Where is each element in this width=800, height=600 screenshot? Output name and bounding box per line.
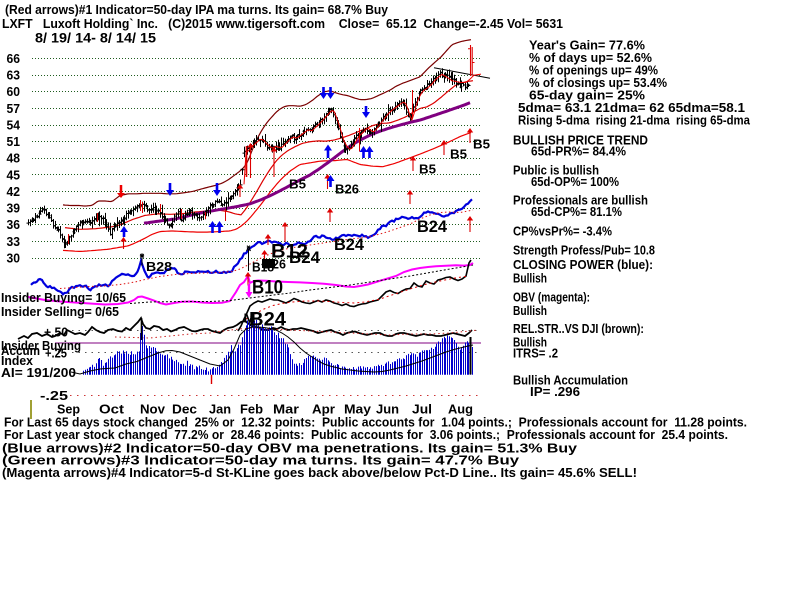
svg-text:42: 42 [7, 184, 21, 199]
svg-text:B5: B5 [419, 161, 436, 176]
svg-text:% of openings up= 49%: % of openings up= 49% [529, 62, 658, 77]
svg-text:Rising 5-dma rising 21-dma r: Rising 5-dma rising 21-dma rising 65-dma [518, 112, 751, 127]
svg-text:LXFT Luxoft Holding` Inc.: LXFT Luxoft Holding` Inc. (C)2015 www.ti… [2, 16, 563, 31]
svg-text:B5: B5 [450, 146, 467, 161]
svg-text:Nov: Nov [140, 401, 166, 416]
svg-text:Bullish Accumulation: Bullish Accumulation [513, 373, 628, 388]
svg-text:B12: B12 [271, 242, 308, 263]
svg-text:Insider Selling= 0/65: Insider Selling= 0/65 [1, 304, 119, 319]
svg-text:-.25: -.25 [40, 388, 68, 403]
svg-text:Oct: Oct [99, 401, 125, 416]
svg-text:33: 33 [7, 234, 21, 249]
svg-text:ITRS= .2: ITRS= .2 [513, 346, 558, 361]
svg-text:May: May [344, 401, 372, 416]
svg-text:65-day gain= 25%: 65-day gain= 25% [529, 87, 645, 102]
svg-text:Index: Index [1, 353, 34, 368]
svg-text:For Last year stock changed 7: For Last year stock changed 77.2% or 28.… [4, 427, 728, 442]
svg-text:Jun: Jun [376, 401, 399, 416]
svg-text:Feb: Feb [240, 401, 263, 416]
svg-text:% of days up= 52.6%: % of days up= 52.6% [529, 50, 652, 65]
svg-text:45: 45 [7, 167, 21, 182]
svg-text:Bullish: Bullish [513, 334, 547, 349]
svg-text:+.50: +.50 [44, 324, 68, 339]
svg-text:CP%vsPr%= -3.4%: CP%vsPr%= -3.4% [513, 223, 612, 238]
svg-text:B24: B24 [334, 235, 365, 254]
svg-text:Jul: Jul [412, 401, 432, 416]
svg-text:REL.STR..VS DJI (brown):: REL.STR..VS DJI (brown): [513, 321, 644, 336]
svg-text:B26: B26 [263, 256, 286, 271]
svg-text:Aug: Aug [448, 401, 473, 416]
svg-text:B28: B28 [146, 259, 172, 274]
svg-text:Insider Buying= 10/65: Insider Buying= 10/65 [1, 290, 126, 305]
svg-text:63: 63 [7, 68, 21, 83]
svg-text:65d-OP%= 100%: 65d-OP%= 100% [531, 174, 619, 189]
svg-text:Bullish: Bullish [513, 270, 547, 285]
svg-text:M: M [244, 310, 256, 325]
svg-text:36: 36 [7, 217, 21, 232]
svg-text:For Last 65 days stock changed: For Last 65 days stock changed 25% or 12… [4, 414, 747, 429]
svg-text:B24: B24 [249, 310, 286, 331]
svg-text:(Green arrows)#3 Indicator=50-: (Green arrows)#3 Indicator=50-day ma tur… [2, 452, 520, 467]
svg-text:48: 48 [7, 151, 21, 166]
svg-text:Insider Buying: Insider Buying [1, 338, 81, 353]
svg-text:Public is bullish: Public is bullish [513, 162, 599, 177]
svg-text:30: 30 [7, 250, 21, 265]
svg-text:+.25: +.25 [45, 345, 67, 360]
svg-text:39: 39 [7, 201, 21, 216]
svg-text:Professionals are bullish: Professionals are bullish [513, 193, 648, 208]
svg-text:Dec: Dec [172, 401, 197, 416]
svg-text:5dma= 63.1 21dma= 62 65dma=58.: 5dma= 63.1 21dma= 62 65dma=58.1 [518, 100, 745, 115]
svg-text:B18: B18 [252, 259, 274, 274]
svg-text:OBV (magenta):: OBV (magenta): [513, 289, 590, 304]
svg-text:B5: B5 [289, 176, 306, 191]
svg-text:Strength Profess/Pub= 10.8: Strength Profess/Pub= 10.8 [513, 242, 655, 257]
svg-text:60: 60 [7, 84, 21, 99]
svg-text:51: 51 [7, 134, 21, 149]
svg-text:B24: B24 [417, 217, 448, 236]
svg-text:65d-CP%= 81.1%: 65d-CP%= 81.1% [531, 204, 622, 219]
svg-text:B5: B5 [473, 136, 490, 151]
svg-text:CLOSING POWER (blue):: CLOSING POWER (blue): [513, 257, 653, 272]
svg-text:Accum: Accum [1, 343, 40, 358]
svg-text:AI= 191/200: AI= 191/200 [1, 365, 76, 380]
svg-text:Bullish: Bullish [513, 303, 547, 318]
svg-text:(Blue arrows)#2 Indicator=50-d: (Blue arrows)#2 Indicator=50-day OBV ma … [2, 440, 578, 455]
svg-text:66: 66 [7, 51, 21, 66]
svg-text:(Red arrows)#1 Indicator=50-da: (Red arrows)#1 Indicator=50-day IPA ma t… [5, 2, 389, 17]
svg-text:Sep: Sep [57, 401, 80, 416]
svg-text:Jan: Jan [209, 401, 231, 416]
svg-text:65d-PR%= 84.4%: 65d-PR%= 84.4% [531, 143, 626, 158]
svg-text:B26: B26 [335, 181, 359, 196]
svg-text:54: 54 [7, 117, 21, 132]
svg-text:IP= .296: IP= .296 [530, 384, 580, 399]
svg-text:Year's Gain= 77.6%: Year's Gain= 77.6% [529, 37, 645, 52]
svg-text:57: 57 [7, 101, 21, 116]
svg-text:(Magenta arrows)#4 Indicator=5: (Magenta arrows)#4 Indicator=5-d St-KLin… [2, 465, 637, 480]
svg-text:BULLISH PRICE TREND: BULLISH PRICE TREND [513, 132, 648, 147]
svg-text:B24: B24 [289, 248, 321, 267]
svg-text:Apr: Apr [312, 401, 335, 416]
svg-text:B10: B10 [252, 278, 283, 299]
svg-text:Mar: Mar [273, 401, 299, 416]
svg-text:% of closings up= 53.4%: % of closings up= 53.4% [529, 75, 667, 90]
svg-text:8/ 19/ 14- 8/ 14/ 15: 8/ 19/ 14- 8/ 14/ 15 [35, 30, 156, 46]
